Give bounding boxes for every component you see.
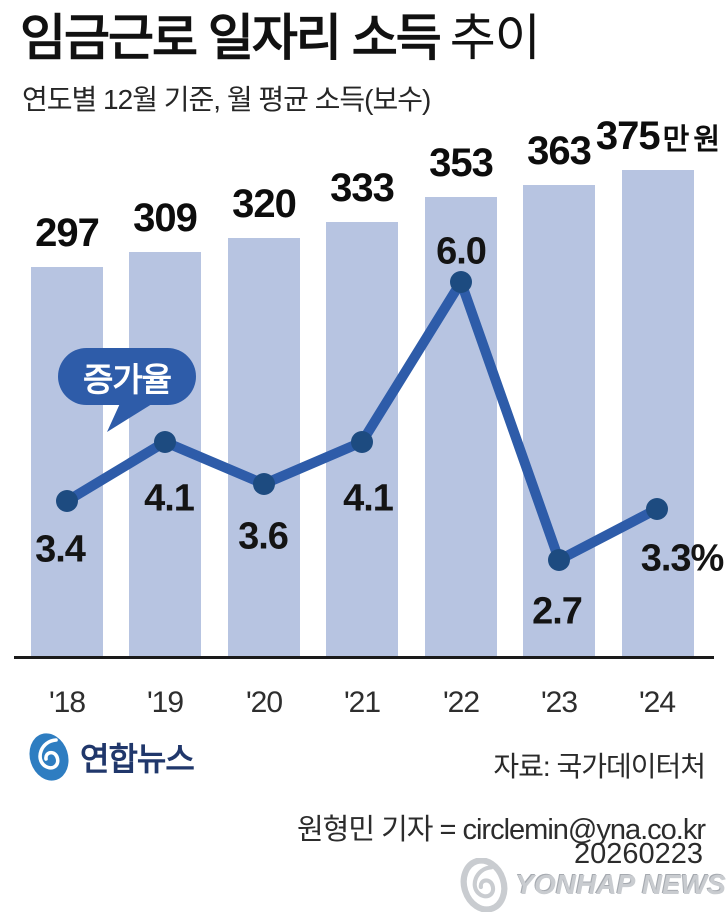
x-axis-label-'20: '20 — [245, 686, 283, 719]
line-value-label: 3.6 — [238, 515, 289, 558]
yonhap-watermark: YONHAP NEWS — [459, 858, 726, 912]
bar-'19 — [129, 252, 201, 657]
unit-suffix: 만 원 — [662, 124, 720, 156]
bar-'23 — [523, 185, 595, 657]
bar-value-label: 309 — [133, 196, 198, 240]
bar-value-label: 333 — [330, 166, 395, 210]
line-value-label: 3.4 — [35, 528, 86, 571]
page-title-light: 추이 — [449, 10, 541, 66]
growth-rate-badge: 증가율 — [58, 348, 196, 405]
bar-value-label: 375 만 원 — [595, 114, 720, 158]
x-axis-label-'22: '22 — [442, 686, 480, 719]
line-value-label: 4.1 — [144, 477, 195, 520]
x-axis-label-'19: '19 — [146, 686, 184, 719]
line-value-label: 6.0 — [436, 230, 487, 273]
page-title-strong: 임금근로 일자리 소득 — [20, 10, 442, 66]
line-value-label: 2.7 — [532, 590, 583, 633]
bar-'24 — [622, 170, 694, 657]
yonhap-watermark-icon — [461, 858, 508, 912]
bar-'21 — [326, 222, 398, 657]
bar-value-label: 297 — [35, 211, 100, 255]
page-title: 임금근로 일자리 소득 추이 — [20, 0, 541, 70]
watermark-text: YONHAP NEWS — [515, 869, 726, 900]
bar-value-label: 320 — [232, 182, 297, 226]
page-subtitle: 연도별 12월 기준, 월 평균 소득(보수) — [22, 84, 431, 115]
publish-date: 20260223 — [573, 838, 703, 870]
bar-value-label: 353 — [429, 141, 494, 185]
x-axis-label-'18: '18 — [48, 686, 86, 719]
data-source: 자료: 국가데이터처 — [493, 751, 706, 782]
x-axis-baseline — [14, 656, 714, 659]
line-value-label: 3.3% — [640, 537, 725, 580]
x-axis-label-'23: '23 — [540, 686, 578, 719]
reporter-byline: 원형민 기자 = circlemin@yna.co.kr — [296, 814, 706, 846]
bar-'18 — [31, 267, 103, 657]
bar-'20 — [228, 238, 300, 657]
yonhap-logo-icon — [29, 733, 69, 781]
x-axis-label-'21: '21 — [343, 686, 381, 719]
bar-value-label: 363 — [527, 129, 592, 173]
line-value-label: 4.1 — [343, 477, 394, 520]
x-axis-label-'24: '24 — [638, 686, 676, 719]
yonhap-logo-text: 연합뉴스 — [80, 741, 195, 777]
yonhap-brand: 연합뉴스 — [26, 731, 195, 783]
